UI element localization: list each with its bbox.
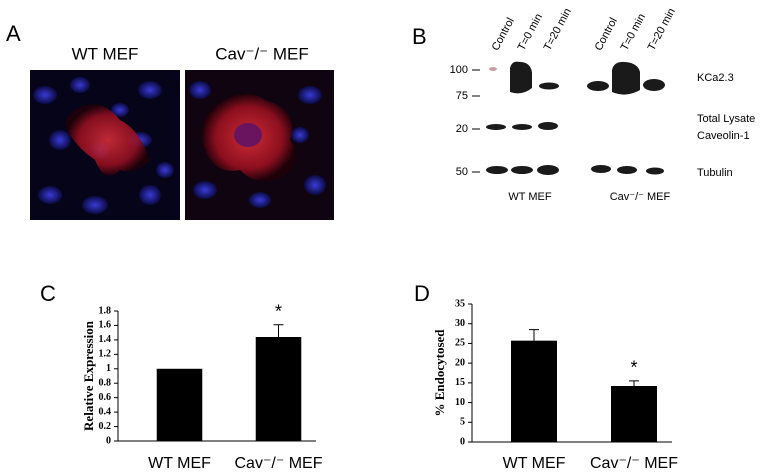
mw-marker: 20: [456, 123, 468, 135]
y-tick-label: 0.4: [99, 406, 112, 417]
y-tick-label: 0.8: [99, 378, 112, 389]
panel-label: A: [6, 21, 21, 46]
image-caption: Cav⁻/⁻ MEF: [215, 44, 309, 63]
western-blot: [486, 61, 665, 175]
y-tick-label: 0.6: [99, 392, 112, 403]
lane-label: T=0 min: [619, 12, 648, 53]
panel-label: C: [40, 281, 56, 306]
lane-label: Control: [593, 16, 620, 53]
x-tick-label: Cav⁻/⁻ MEF: [590, 455, 678, 472]
error-bar: [273, 324, 284, 337]
significance-marker: *: [630, 358, 637, 378]
bar: [611, 386, 657, 442]
y-tick-label: 1: [106, 363, 111, 374]
lane-label: Control: [490, 16, 517, 53]
band-label: Total Lysate: [697, 113, 755, 125]
x-tick-label: WT MEF: [503, 455, 566, 472]
y-axis-title: Relative Expression: [81, 320, 96, 431]
band-label: KCa2.3: [697, 72, 734, 84]
y-tick-label: 15: [455, 377, 465, 388]
mw-marker: 75: [456, 90, 468, 102]
band-label: Tubulin: [697, 167, 733, 179]
y-tick-label: 0: [106, 435, 111, 446]
lane-label: T=0 min: [516, 12, 545, 53]
image-caption: WT MEF: [72, 44, 139, 63]
group-label: Cav⁻/⁻ MEF: [610, 191, 671, 203]
y-axis-title: % Endocytosed: [432, 329, 447, 417]
panel-label: D: [414, 281, 430, 306]
y-tick-label: 1.4: [99, 334, 112, 345]
bar: [156, 368, 203, 441]
y-tick-label: 0.2: [99, 421, 112, 432]
lane-label: T=20 min: [646, 6, 678, 52]
y-tick-label: 1.8: [99, 305, 112, 316]
y-tick-label: 0: [460, 436, 465, 447]
lane-label: T=20 min: [542, 6, 574, 52]
micrograph: [185, 70, 334, 220]
marker-ticks: [472, 69, 480, 173]
panel-label: B: [412, 24, 427, 49]
y-tick-label: 25: [455, 338, 465, 349]
y-tick-label: 20: [455, 357, 465, 368]
y-tick-label: 30: [455, 318, 465, 329]
y-tick-label: 1.6: [99, 320, 112, 331]
error-bar: [629, 380, 639, 387]
bar: [511, 340, 557, 442]
band-label: Caveolin-1: [697, 130, 750, 142]
micrograph: [30, 70, 180, 220]
mw-marker: 50: [456, 166, 468, 178]
y-tick-label: 5: [460, 417, 465, 428]
error-bar: [529, 329, 539, 341]
y-tick-label: 1.2: [99, 349, 112, 360]
group-label: WT MEF: [508, 191, 551, 203]
y-tick-label: 35: [455, 298, 465, 309]
bar: [255, 337, 302, 441]
y-tick-label: 10: [455, 397, 465, 408]
mw-marker: 100: [450, 64, 468, 76]
x-tick-label: Cav⁻/⁻ MEF: [234, 455, 322, 472]
significance-marker: *: [275, 301, 282, 321]
x-tick-label: WT MEF: [148, 455, 211, 472]
